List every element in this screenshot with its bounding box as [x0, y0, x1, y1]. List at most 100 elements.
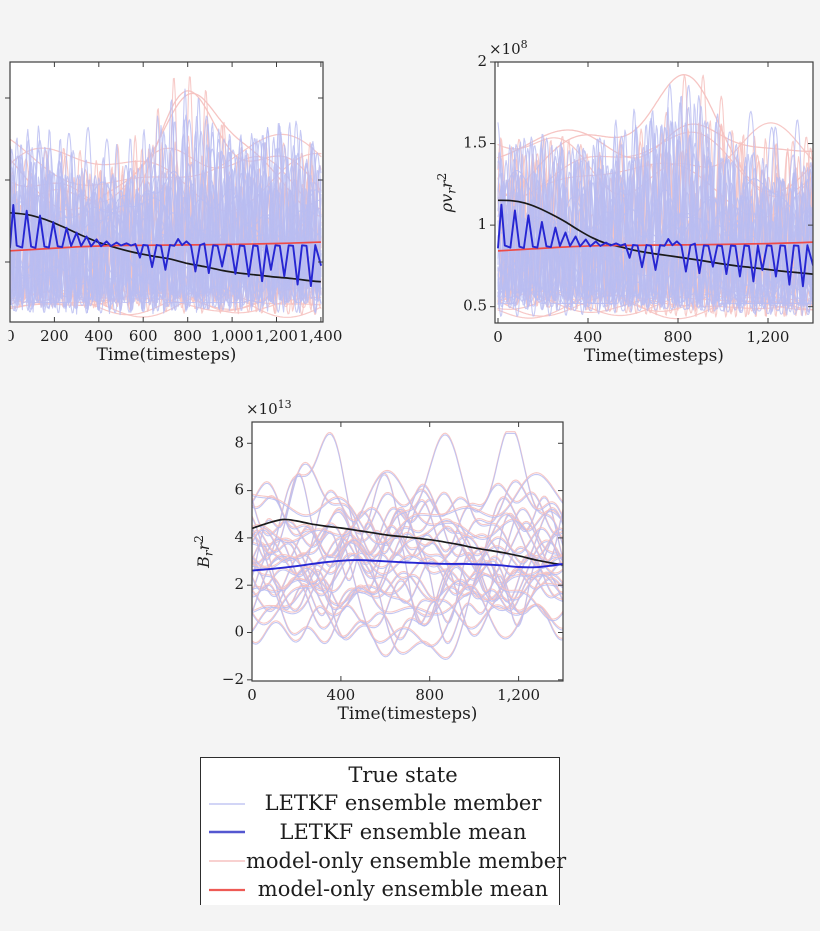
letkf-member [252, 531, 563, 610]
ensemble-member-pairs [252, 431, 563, 660]
chart-middle: 0 400 800 1,200−202468Time(timesteps)Brr2×1… [192, 398, 564, 724]
y-tick-label: 2 [234, 575, 244, 593]
legend-sample-letkf-mean [201, 829, 247, 835]
plot-curves [252, 431, 563, 660]
axes-frame [251, 421, 564, 682]
y-tick-label: 1 [477, 215, 487, 233]
series-letkf-mean [252, 559, 563, 572]
x-axis-label: Time(timesteps) [584, 346, 724, 366]
letkf-member [252, 481, 563, 568]
legend-line-letkf-mean [209, 831, 245, 834]
x-tick-label: 200 [40, 327, 69, 345]
legend-row-model-member: model-only ensemble member [201, 847, 566, 876]
legend-label-true-state: True state [348, 762, 458, 787]
series-letkf-mean [497, 203, 813, 288]
x-tick-label: 1,200 [255, 327, 298, 345]
letkf-member [497, 196, 813, 304]
x-tick-labels: 0 200 400 600 800 1,000 1,200 1,400 [5, 327, 343, 345]
x-tick-label: 400 [85, 327, 114, 345]
letkf-member [252, 554, 563, 618]
clipped-tick-label: 0 [5, 327, 15, 345]
legend-sample-model-member [201, 858, 246, 864]
letkf-member [497, 170, 813, 297]
axes-frame [494, 61, 814, 324]
model-member [252, 529, 563, 608]
legend-sample-model-mean [201, 887, 247, 893]
chart-top-right: 0 400 800 1,200 0.5 1 1.5 2 Time(timesteps) ρvrr2… [435, 38, 814, 366]
legend-line-letkf-member [209, 803, 245, 805]
x-tick-label: 600 [129, 327, 158, 345]
model-member [252, 482, 563, 556]
letkf-member [252, 560, 563, 658]
y-tick-label: 2 [477, 52, 487, 70]
legend-row-model-mean: model-only ensemble mean [201, 875, 559, 904]
series-letkf-mean [10, 204, 322, 288]
x-tick-label: 0 [247, 686, 257, 704]
x-tick-label: 800 [415, 686, 444, 704]
model-member [252, 552, 563, 616]
legend-label-letkf-mean: LETKF ensemble mean [279, 819, 527, 844]
x-tick-label: 400 [327, 686, 356, 704]
legend-line-model-member [209, 860, 245, 862]
model-member [252, 536, 563, 615]
legend-row-true-state: True state [201, 761, 559, 790]
model-member [252, 472, 563, 544]
model-member [252, 512, 563, 595]
axis-ticks [5, 62, 323, 322]
letkf-member [497, 105, 813, 317]
axis-ticks [490, 61, 813, 323]
y-axis-label: Brr2 [192, 535, 216, 569]
letkf-members [10, 88, 322, 316]
y-tick-label: 0.5 [463, 297, 487, 315]
axes-frame [9, 61, 324, 323]
y-axis-label: ρvrr2 [435, 173, 459, 214]
y-tick-label: 4 [234, 528, 244, 546]
legend: True state LETKF ensemble member LETKF en… [200, 757, 566, 905]
letkf-member [10, 207, 322, 304]
letkf-member [252, 484, 563, 558]
letkf-members [497, 83, 813, 317]
letkf-member [10, 195, 322, 304]
x-tick-labels: 0 400 800 1,200 [247, 686, 540, 704]
x-tick-label: 800 [173, 327, 202, 345]
x-tick-label: 0 [5, 327, 15, 345]
letkf-member [252, 485, 563, 602]
letkf-member [252, 432, 563, 561]
y-tick-label: 6 [234, 481, 244, 499]
axis-exponent-label: ×108 [489, 38, 528, 58]
x-tick-labels: 0 400 800 1,200 [493, 328, 789, 346]
y-tick-label: 1.5 [463, 134, 487, 152]
letkf-member [10, 178, 322, 311]
plot-curves [10, 76, 322, 318]
y-tick-label: 0 [234, 623, 244, 641]
series-true-state [10, 211, 321, 283]
series-true-state [252, 518, 563, 566]
model-member [252, 515, 563, 659]
letkf-member [252, 473, 563, 627]
x-tick-label: 1,200 [497, 686, 540, 704]
legend-row-letkf-mean: LETKF ensemble mean [201, 818, 559, 847]
letkf-member [252, 473, 563, 545]
y-tick-label: −2 [222, 670, 244, 688]
chart-top-left: 0 200 400 600 800 1,000 1,200 1,400 Time(timeste… [5, 61, 343, 365]
letkf-member [252, 536, 563, 626]
letkf-member [10, 197, 322, 295]
x-tick-label: 1,200 [747, 328, 790, 346]
y-tick-labels: 0.5 1 1.5 2 [463, 52, 487, 315]
letkf-member [497, 119, 813, 313]
x-tick-label: 800 [664, 328, 693, 346]
model-member [252, 479, 563, 567]
letkf-member [252, 538, 563, 616]
legend-line-model-mean [209, 888, 245, 891]
letkf-member [10, 127, 322, 305]
y-tick-labels: −2 0 2 4 6 8 [222, 433, 244, 688]
x-tick-label: 1,000 [211, 327, 254, 345]
x-tick-label: 1,400 [299, 327, 342, 345]
letkf-member [252, 524, 563, 648]
model-member [252, 534, 563, 624]
legend-label-model-member: model-only ensemble member [246, 848, 567, 873]
model-member [252, 525, 563, 609]
legend-sample-letkf-member [201, 801, 247, 807]
legend-label-model-mean: model-only ensemble mean [257, 877, 549, 902]
